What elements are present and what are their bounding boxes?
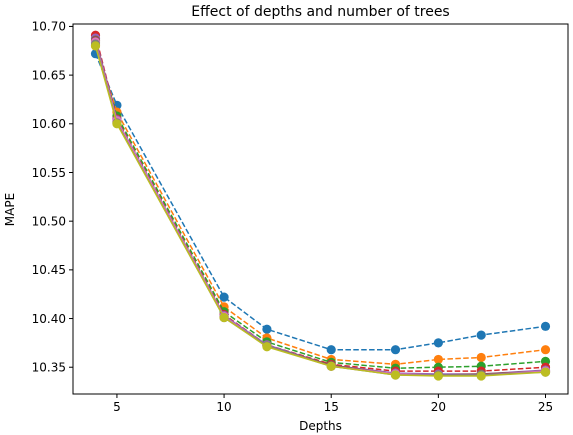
series-9-line — [94, 45, 546, 377]
y-tick-label: 10.40 — [32, 312, 66, 326]
series-9-point — [540, 367, 551, 377]
series-1 — [90, 49, 551, 355]
series-9-point — [219, 312, 229, 323]
series-8-line — [94, 43, 546, 376]
y-tick-label: 10.60 — [32, 117, 66, 131]
series-8 — [90, 39, 551, 380]
y-tick-label: 10.45 — [32, 263, 66, 277]
series-9-point — [433, 371, 443, 381]
series-2-point — [433, 354, 443, 365]
y-tick-label: 10.70 — [32, 20, 66, 34]
series-5 — [90, 33, 551, 379]
plot-area — [90, 30, 551, 381]
x-axis-label: Depths — [299, 419, 342, 433]
series-1-point — [476, 330, 486, 340]
x-tick-label: 10 — [216, 400, 231, 414]
series-1-point — [433, 338, 443, 348]
series-6 — [90, 35, 551, 380]
series-1-point — [219, 292, 229, 302]
x-tick-label: 15 — [324, 400, 339, 414]
y-axis: 10.35 10.40 10.45 10.50 10.55 10.60 10.65 10.70 — [32, 20, 73, 375]
x-tick-label: 20 — [431, 400, 446, 414]
x-tick-label: 25 — [538, 400, 553, 414]
y-tick-label: 10.50 — [32, 214, 66, 228]
series-4 — [90, 30, 551, 376]
series-2-point — [476, 352, 486, 363]
y-tick-label: 10.65 — [32, 68, 66, 82]
series-9-point — [90, 41, 101, 51]
x-axis: 5 10 15 20 25 — [113, 394, 553, 414]
series-9-point — [476, 371, 486, 381]
y-tick-label: 10.55 — [32, 166, 66, 180]
chart-title: Effect of depths and number of trees — [191, 4, 449, 20]
series-1-point — [540, 321, 551, 331]
series-9-point — [262, 342, 272, 352]
series-9-point — [112, 119, 122, 129]
series-1-point — [326, 345, 336, 355]
x-tick-label: 5 — [113, 400, 121, 414]
series-9 — [90, 41, 551, 381]
axes-frame — [72, 23, 569, 395]
series-1-point — [390, 345, 401, 355]
y-tick-label: 10.35 — [32, 361, 66, 375]
series-2 — [90, 41, 551, 369]
series-2-point — [540, 345, 551, 355]
y-axis-label: MAPE — [3, 193, 17, 226]
series-9-point — [390, 370, 401, 380]
series-9-point — [326, 361, 336, 371]
series-7 — [90, 37, 551, 380]
series-3 — [90, 37, 551, 373]
series-1-point — [262, 324, 272, 334]
